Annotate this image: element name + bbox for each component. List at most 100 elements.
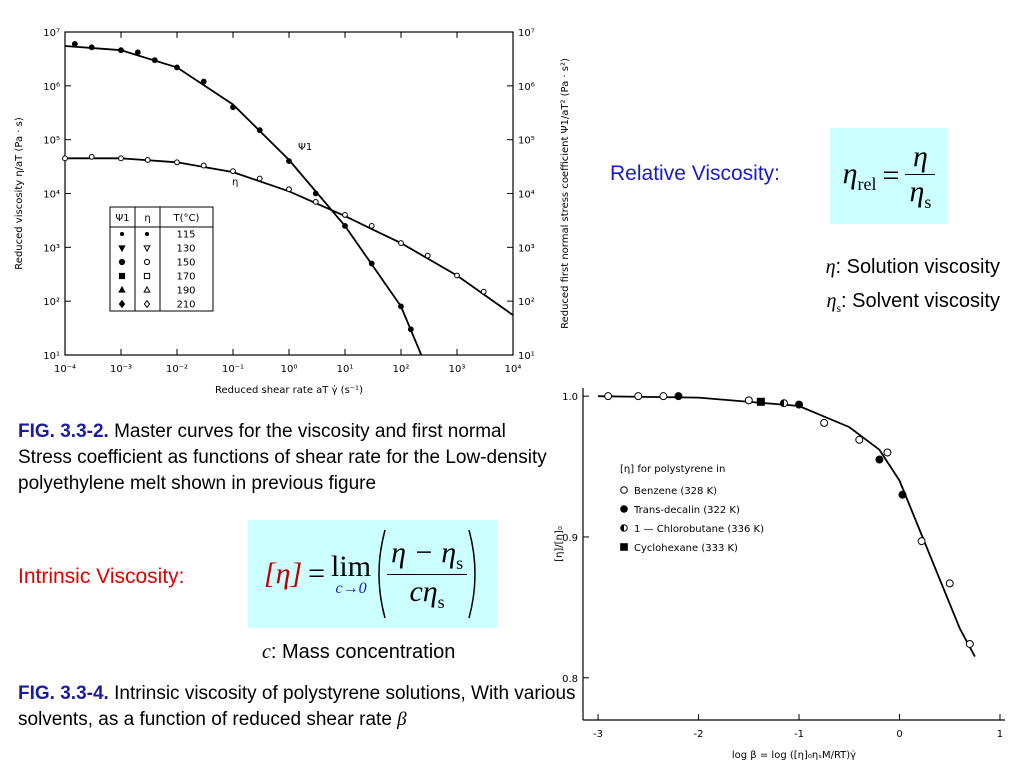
marker bbox=[118, 47, 124, 54]
marker bbox=[230, 168, 236, 175]
legend-title: [η] for polystyrene in bbox=[620, 464, 725, 475]
y-tick-label: 0.8 bbox=[562, 674, 578, 685]
marker bbox=[312, 198, 319, 205]
legend-table: Ψ1 η T(°C) 115 130 150 170 190 210 bbox=[109, 206, 214, 312]
marker bbox=[620, 505, 628, 513]
marker bbox=[898, 490, 907, 499]
y-axis-label: [η]/[η]₀ bbox=[554, 526, 565, 562]
paren-right bbox=[468, 529, 476, 619]
marker bbox=[200, 78, 207, 85]
subscript: s bbox=[924, 191, 932, 212]
chart-viscosity: 10⁻⁴ 10⁻³ 10⁻² 10⁻¹ 10⁰ 10¹ 10² 10³ 10⁴ 10¹ 10² 10³… bbox=[0, 20, 590, 420]
numerator: η bbox=[912, 139, 928, 173]
denominator: cηs bbox=[405, 575, 448, 613]
marker bbox=[143, 272, 151, 280]
y2-tick-label: 10⁶ bbox=[518, 82, 535, 93]
y-tick-label: 10³ bbox=[43, 243, 60, 254]
symbol: c bbox=[262, 641, 271, 663]
marker bbox=[407, 326, 414, 333]
marker bbox=[118, 245, 126, 253]
marker-half bbox=[780, 399, 784, 407]
x-tick-label: 10² bbox=[393, 364, 410, 375]
y-tick-label: 10⁵ bbox=[43, 136, 60, 147]
caption-text: Master curves for the viscosity and firs… bbox=[18, 421, 547, 494]
y-tick-label: 1.0 bbox=[562, 392, 578, 403]
marker bbox=[118, 272, 126, 280]
marker bbox=[744, 396, 753, 405]
marker bbox=[143, 285, 151, 293]
symbol: η bbox=[826, 290, 837, 312]
caption-label: FIG. 3.3-4. bbox=[18, 683, 109, 704]
relative-label: Relative Viscosity: bbox=[610, 162, 781, 185]
y-tick-label: 10⁷ bbox=[43, 28, 60, 39]
marker bbox=[118, 285, 126, 293]
x-tick-label: -3 bbox=[593, 729, 603, 740]
x-tick-label: 10⁻³ bbox=[110, 364, 132, 375]
marker bbox=[134, 49, 141, 56]
legend-header: T(°C) bbox=[173, 213, 200, 224]
text: η − η bbox=[391, 535, 457, 569]
symbol: β bbox=[397, 709, 407, 730]
y2-tick-label: 10⁴ bbox=[518, 190, 535, 201]
x-tick-label: 10⁻⁴ bbox=[54, 364, 76, 375]
marker bbox=[398, 240, 404, 246]
marker bbox=[342, 212, 348, 218]
curve-label: η bbox=[232, 177, 238, 188]
legend-temperature: 115 bbox=[176, 230, 195, 241]
subscript: s bbox=[437, 591, 445, 612]
definitions: η: Solution viscosity ηs: Solvent viscos… bbox=[826, 250, 1000, 325]
marker bbox=[756, 397, 765, 406]
y2-tick-label: 10¹ bbox=[518, 351, 535, 362]
fraction-bar bbox=[905, 173, 936, 175]
x-tick-label: 10³ bbox=[449, 364, 466, 375]
marker bbox=[143, 299, 151, 309]
marker bbox=[118, 299, 126, 309]
y-tick-label: 10² bbox=[43, 297, 60, 308]
operator: lim bbox=[331, 550, 372, 583]
caption-text: Intrinsic viscosity of polystyrene solut… bbox=[18, 683, 576, 730]
marker bbox=[174, 64, 180, 71]
x-tick-label: 10¹ bbox=[337, 364, 354, 375]
fraction-bar bbox=[387, 573, 468, 575]
marker bbox=[174, 159, 180, 166]
legend-temperature: 130 bbox=[176, 244, 195, 255]
text: cη bbox=[409, 574, 438, 608]
marker bbox=[312, 190, 319, 197]
x-tick-label: 10⁰ bbox=[281, 364, 298, 375]
marker bbox=[342, 223, 348, 229]
marker bbox=[368, 260, 375, 267]
marker bbox=[855, 435, 864, 444]
limit: lim c→0 bbox=[331, 550, 371, 598]
marker bbox=[88, 44, 95, 51]
legend-temperature: 150 bbox=[176, 258, 195, 269]
marker bbox=[659, 392, 668, 401]
marker bbox=[151, 57, 158, 64]
intrinsic-label: Intrinsic Viscosity: bbox=[18, 565, 185, 588]
operator-subscript: c→0 bbox=[335, 580, 367, 597]
marker bbox=[620, 543, 628, 551]
marker bbox=[634, 392, 643, 401]
y2-tick-label: 10⁵ bbox=[518, 136, 535, 147]
marker bbox=[454, 272, 460, 279]
lhs: ηrel bbox=[843, 157, 877, 195]
marker bbox=[875, 455, 884, 464]
legend-temperature: 210 bbox=[176, 300, 195, 311]
x-tick-label: 10⁴ bbox=[505, 364, 522, 375]
paren-left bbox=[378, 529, 386, 619]
marker bbox=[230, 104, 236, 111]
marker bbox=[256, 127, 263, 134]
y2-axis-label: Reduced first normal stress coefficient … bbox=[560, 58, 571, 329]
definition-text: : Mass concentration bbox=[270, 641, 456, 663]
symbol: η bbox=[842, 157, 858, 190]
marker bbox=[143, 258, 151, 266]
marker bbox=[795, 400, 804, 409]
legend-entry: Benzene (328 K) bbox=[634, 486, 717, 497]
marker bbox=[945, 579, 954, 588]
y2-tick-label: 10³ bbox=[518, 243, 535, 254]
x-tick-label: 1 bbox=[997, 729, 1003, 740]
y2-tick-label: 10⁷ bbox=[518, 28, 535, 39]
legend-header: Ψ1 bbox=[115, 213, 129, 224]
legend-frame bbox=[109, 206, 214, 312]
relative-formula: ηrel = η ηs bbox=[830, 128, 948, 224]
